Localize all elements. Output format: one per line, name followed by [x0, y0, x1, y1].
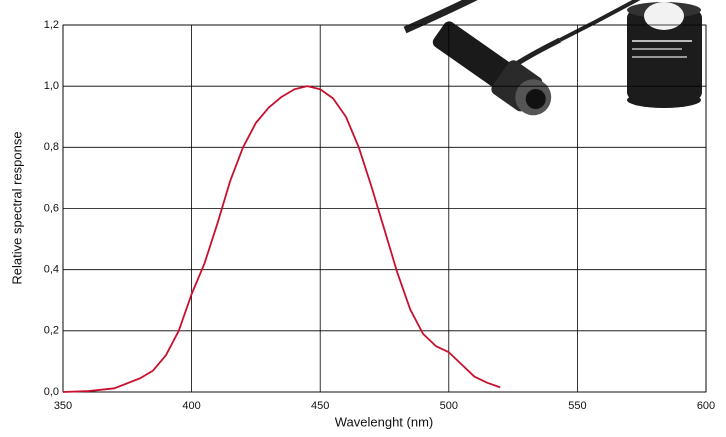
y-tick-label: 0,0	[44, 386, 59, 398]
y-tick-label: 0,8	[44, 141, 59, 153]
x-tick-label: 500	[440, 400, 458, 412]
data-line	[62, 85, 501, 393]
y-tick-label: 0,4	[44, 264, 59, 276]
y-tick-label: 1,2	[44, 19, 59, 31]
x-tick-label: 350	[54, 400, 72, 412]
x-axis-label: Wavelenght (nm)	[335, 414, 434, 429]
y-tick-label: 1,0	[44, 80, 59, 92]
x-tick-label: 600	[697, 400, 715, 412]
y-tick-label: 0,6	[44, 202, 59, 214]
x-tick-label: 450	[311, 400, 329, 412]
product-photo	[403, 0, 702, 116]
x-tick-label: 400	[182, 400, 200, 412]
x-tick-label: 550	[568, 400, 586, 412]
y-axis-label: Relative spectral response	[9, 131, 24, 284]
y-tick-label: 0,2	[44, 325, 59, 337]
